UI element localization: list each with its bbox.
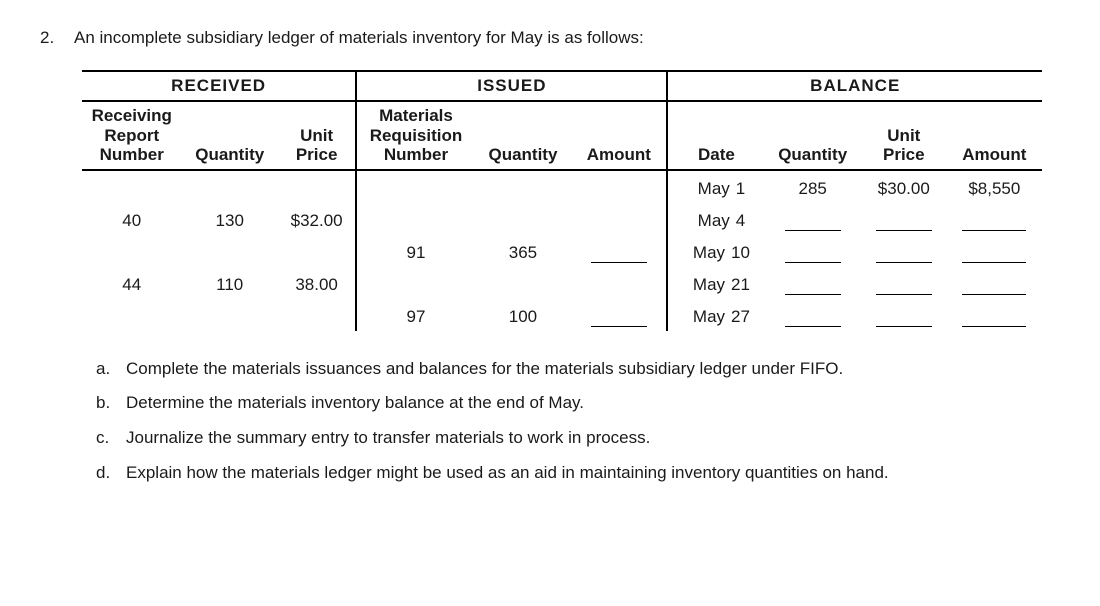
blank-field (764, 267, 861, 299)
sub-item-c: c. Journalize the summary entry to trans… (96, 426, 1060, 451)
blank-field (764, 235, 861, 267)
cell-bal-amt: $8,550 (947, 170, 1042, 203)
hdr-bal-qty: Quantity (764, 101, 861, 170)
sub-text: Journalize the summary entry to transfer… (126, 426, 1060, 451)
blank-field (861, 299, 947, 331)
sub-letter: a. (96, 357, 126, 382)
sub-letter: b. (96, 391, 126, 416)
ledger-table-wrap: RECEIVED ISSUED BALANCE ReceivingReportN… (82, 70, 1060, 331)
table-row: 40 130 $32.00 May4 (82, 203, 1042, 235)
cell-iss-qty: 100 (475, 299, 572, 331)
blank-field (947, 267, 1042, 299)
cell-recv-price: $32.00 (278, 203, 356, 235)
question-text: An incomplete subsidiary ledger of mater… (74, 28, 1060, 48)
blank-field (764, 203, 861, 235)
section-issued: ISSUED (356, 71, 667, 101)
sub-item-b: b. Determine the materials inventory bal… (96, 391, 1060, 416)
sub-question-list: a. Complete the materials issuances and … (96, 357, 1060, 486)
section-received: RECEIVED (82, 71, 356, 101)
hdr-recv-report: ReceivingReportNumber (82, 101, 181, 170)
cell-date: May4 (667, 203, 764, 235)
cell-req-no: 91 (356, 235, 474, 267)
sub-item-d: d. Explain how the materials ledger migh… (96, 461, 1060, 486)
cell-date: May21 (667, 267, 764, 299)
sub-letter: c. (96, 426, 126, 451)
blank-field (947, 235, 1042, 267)
table-row: 44 110 38.00 May21 (82, 267, 1042, 299)
hdr-bal-amt: Amount (947, 101, 1042, 170)
hdr-bal-price: UnitPrice (861, 101, 947, 170)
section-balance: BALANCE (667, 71, 1042, 101)
cell-bal-price: $30.00 (861, 170, 947, 203)
ledger-table: RECEIVED ISSUED BALANCE ReceivingReportN… (82, 70, 1042, 331)
cell-req-no: 97 (356, 299, 474, 331)
hdr-bal-date: Date (667, 101, 764, 170)
blank-field (947, 203, 1042, 235)
ledger-header-row: ReceivingReportNumber Quantity UnitPrice… (82, 101, 1042, 170)
cell-iss-qty: 365 (475, 235, 572, 267)
cell-recv-qty: 130 (181, 203, 278, 235)
blank-field (861, 235, 947, 267)
hdr-iss-amt: Amount (571, 101, 667, 170)
blank-field (861, 267, 947, 299)
cell-bal-qty: 285 (764, 170, 861, 203)
table-row: May1 285 $30.00 $8,550 (82, 170, 1042, 203)
blank-field (571, 299, 667, 331)
hdr-mat-req: MaterialsRequisitionNumber (356, 101, 474, 170)
blank-field (861, 203, 947, 235)
sub-text: Complete the materials issuances and bal… (126, 357, 1060, 382)
hdr-iss-qty: Quantity (475, 101, 572, 170)
hdr-recv-price: UnitPrice (278, 101, 356, 170)
question-line: 2. An incomplete subsidiary ledger of ma… (40, 28, 1060, 48)
question-number: 2. (40, 28, 74, 48)
sub-letter: d. (96, 461, 126, 486)
sub-text: Explain how the materials ledger might b… (126, 461, 1060, 486)
hdr-recv-qty: Quantity (181, 101, 278, 170)
sub-item-a: a. Complete the materials issuances and … (96, 357, 1060, 382)
cell-recv-qty: 110 (181, 267, 278, 299)
cell-date: May10 (667, 235, 764, 267)
cell-date: May1 (667, 170, 764, 203)
cell-recv-no: 44 (82, 267, 181, 299)
table-row: 91 365 May10 (82, 235, 1042, 267)
blank-field (947, 299, 1042, 331)
cell-recv-no: 40 (82, 203, 181, 235)
cell-date: May27 (667, 299, 764, 331)
sub-text: Determine the materials inventory balanc… (126, 391, 1060, 416)
ledger-section-row: RECEIVED ISSUED BALANCE (82, 71, 1042, 101)
table-row: 97 100 May27 (82, 299, 1042, 331)
blank-field (571, 235, 667, 267)
cell-recv-price: 38.00 (278, 267, 356, 299)
blank-field (764, 299, 861, 331)
